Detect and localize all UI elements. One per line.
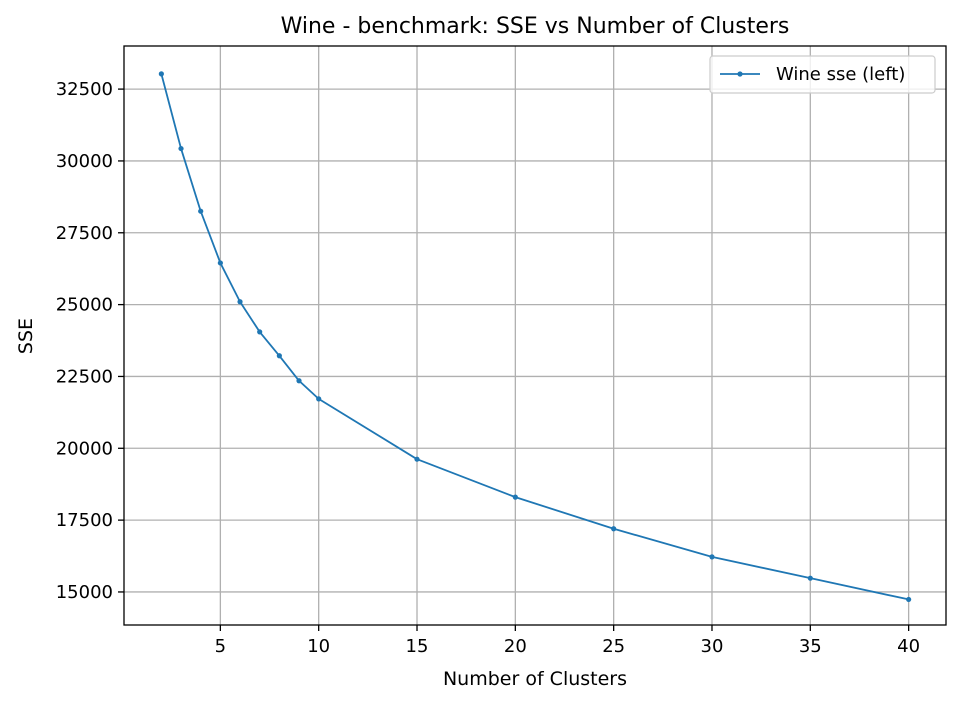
legend-marker <box>737 71 743 77</box>
data-point <box>276 353 282 359</box>
y-tick-label: 22500 <box>56 366 113 387</box>
data-point <box>709 554 715 560</box>
x-axis-label: Number of Clusters <box>443 668 627 690</box>
data-point <box>414 456 420 462</box>
x-tick-label: 30 <box>701 636 724 657</box>
data-point <box>257 329 263 335</box>
data-point <box>906 596 912 603</box>
y-axis-label: SSE <box>15 318 37 354</box>
data-point <box>296 378 302 384</box>
chart-title: Wine - benchmark: SSE vs Number of Clust… <box>281 14 790 39</box>
ticks: 5 10 15 20 25 30 35 40 15000 17500 20000 22500 25000… <box>56 79 920 657</box>
data-point <box>198 208 204 214</box>
x-tick-label: 40 <box>897 636 920 657</box>
y-tick-label: 30000 <box>56 151 113 172</box>
y-tick-label: 20000 <box>56 438 113 459</box>
x-tick-label: 5 <box>215 636 226 657</box>
data-point <box>512 494 518 500</box>
x-tick-label: 15 <box>406 636 429 657</box>
y-tick-label: 27500 <box>56 223 113 244</box>
grid <box>124 46 946 625</box>
x-tick-label: 25 <box>602 636 625 657</box>
x-tick-label: 10 <box>307 636 330 657</box>
data-point <box>237 299 243 305</box>
series-layer <box>158 71 912 603</box>
data-point <box>178 145 184 152</box>
data-point <box>316 396 322 402</box>
legend-label: Wine sse (left) <box>776 64 905 85</box>
legend-box <box>709 55 936 94</box>
data-point <box>611 526 617 532</box>
x-tick-label: 20 <box>504 636 527 657</box>
y-tick-label: 15000 <box>56 582 113 603</box>
data-point <box>807 575 813 581</box>
legend: Wine sse (left) <box>709 55 936 94</box>
axes-frame <box>123 45 947 626</box>
y-tick-label: 17500 <box>56 510 113 531</box>
y-tick-label: 25000 <box>56 295 113 316</box>
data-point <box>217 260 223 266</box>
data-point <box>158 71 164 77</box>
y-tick-label: 32500 <box>56 79 113 100</box>
x-tick-label: 35 <box>799 636 822 657</box>
